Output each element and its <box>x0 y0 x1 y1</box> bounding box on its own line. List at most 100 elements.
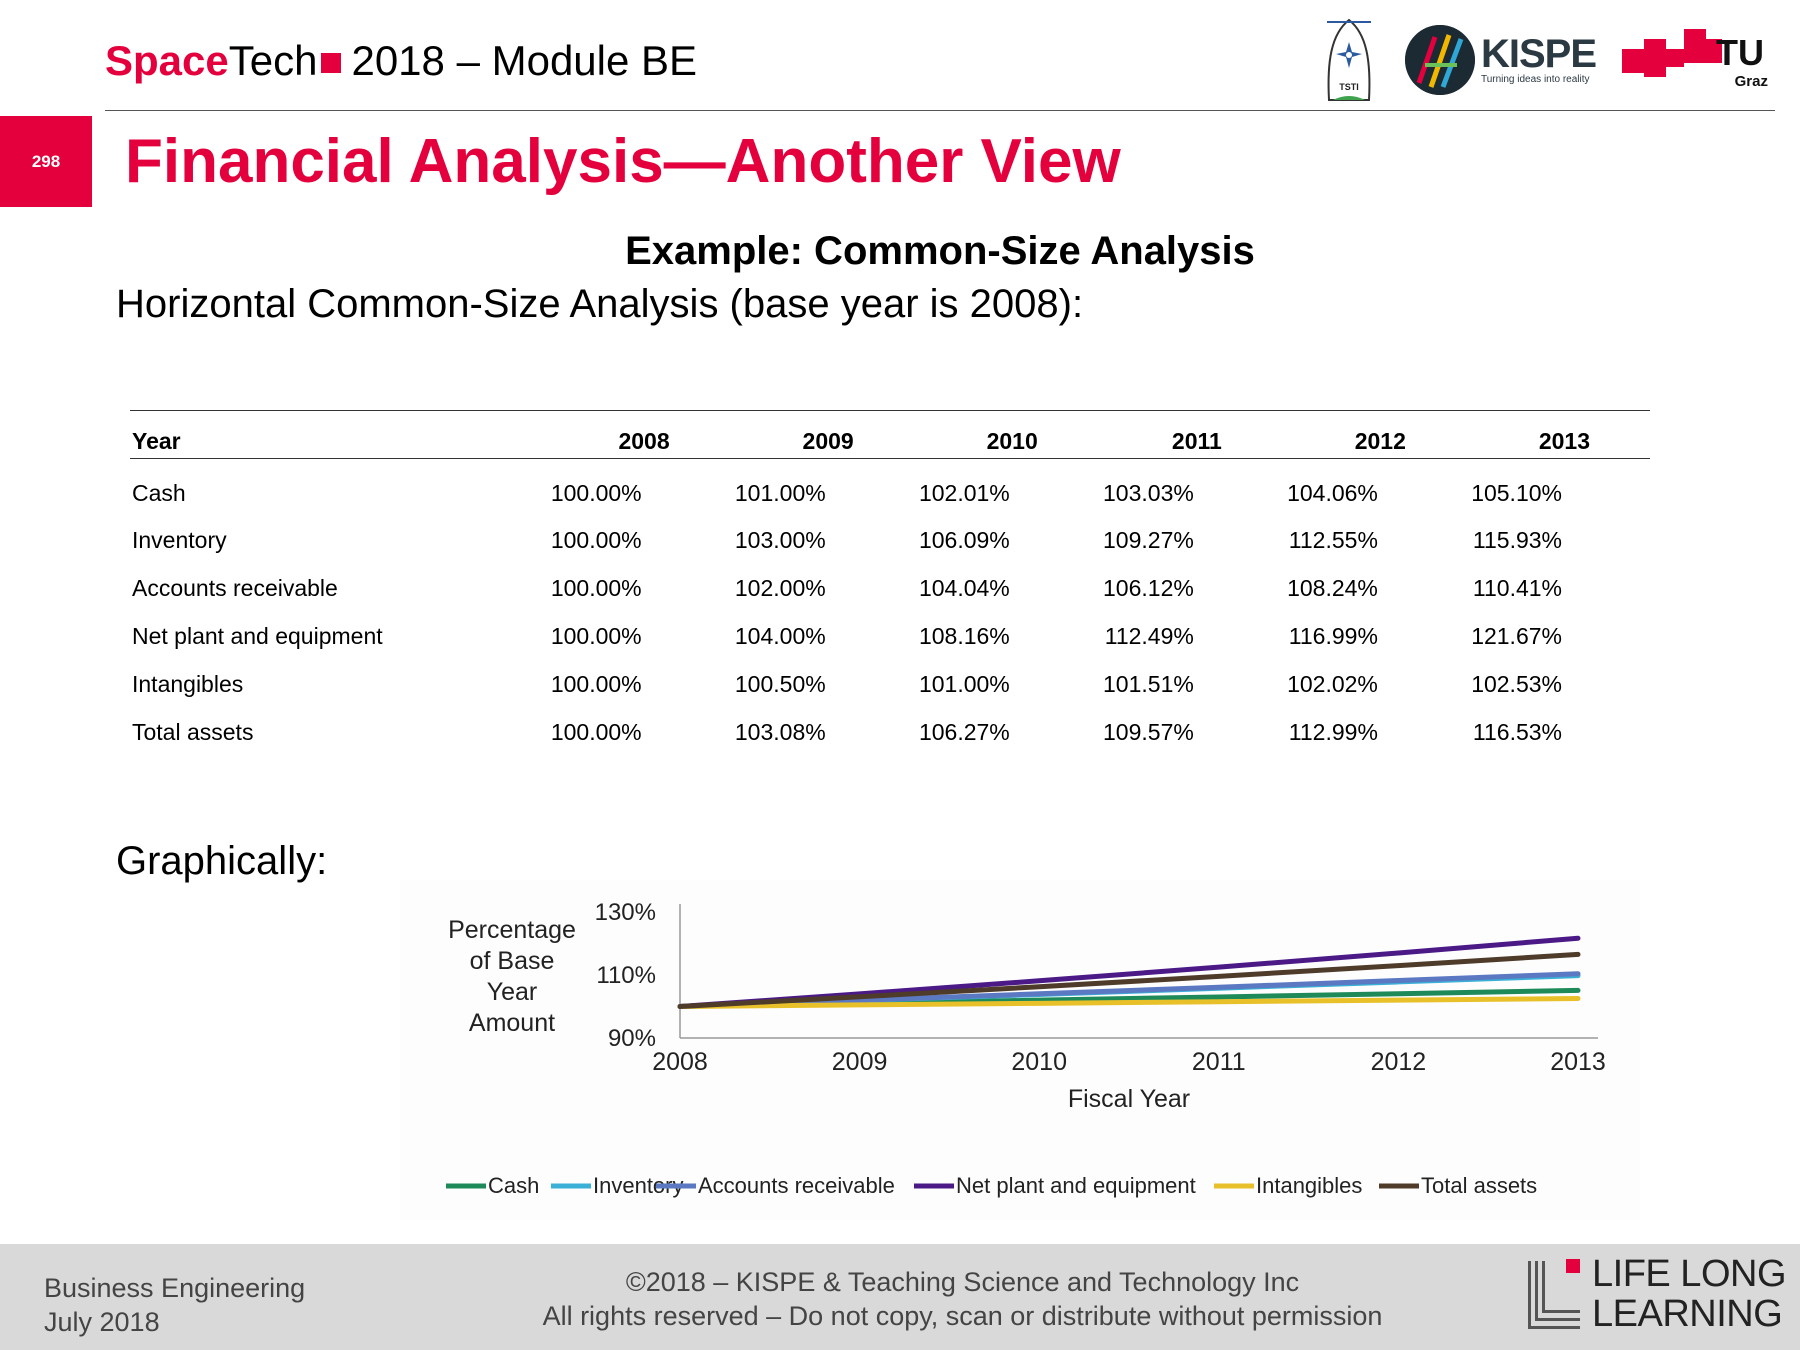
table-cell: 106.09% <box>918 526 1010 553</box>
legend-label: Accounts receivable <box>698 1173 895 1198</box>
table-cell: 116.99% <box>1288 622 1378 649</box>
tugraz-tu: TU <box>1716 32 1764 73</box>
y-tick-label: 130% <box>595 899 656 926</box>
y-axis-label: of Base <box>470 947 555 975</box>
header-brand: SpaceTech 2018 – Module BE <box>105 36 697 86</box>
footer-course: Business Engineering <box>44 1273 306 1303</box>
table-header-row: Year 2008 2009 2010 2011 2012 2013 <box>130 426 1650 459</box>
footer-copyright: ©2018 – KISPE & Teaching Science and Tec… <box>625 1267 1300 1297</box>
lll-line2: LEARNING <box>1592 1293 1783 1335</box>
table-cell: 103.03% <box>1103 479 1194 506</box>
footer-rights: All rights reserved – Do not copy, scan … <box>542 1301 1383 1331</box>
life-long-learning-icon <box>1528 1259 1580 1329</box>
series-line <box>677 951 1581 1009</box>
table-cell: 105.10% <box>1471 479 1562 506</box>
table-top-rule <box>130 410 1650 411</box>
table-cell: 104.06% <box>1287 479 1378 506</box>
table-cell: 108.24% <box>1287 574 1378 601</box>
table-cell: 101.51% <box>1103 670 1194 697</box>
slide-title: Financial Analysis—Another View <box>125 127 1121 196</box>
x-tick-label: 2008 <box>652 1048 708 1076</box>
footer-left: Business Engineering July 2018 <box>44 1271 305 1339</box>
footer: Business Engineering July 2018 ©2018 – K… <box>0 1244 1800 1350</box>
table-cell: 100.00% <box>550 526 642 553</box>
tsti-logo: TSTI <box>1319 12 1379 108</box>
intro-text: Horizontal Common-Size Analysis (base ye… <box>116 282 1084 326</box>
x-tick-label: 2010 <box>1011 1048 1067 1076</box>
legend-label: Cash <box>488 1173 539 1198</box>
x-tick-label: 2009 <box>832 1048 888 1076</box>
footer-date: July 2018 <box>44 1307 160 1337</box>
table-header-cell: 2009 <box>729 426 914 459</box>
x-tick-label: 2013 <box>1550 1048 1606 1076</box>
table-cell: 101.00% <box>734 479 826 506</box>
life-long-learning-logo: LIFE LONG LEARNING <box>1526 1253 1787 1335</box>
kispe-logo: KISPE Turning ideas into reality <box>1404 25 1597 95</box>
kispe-tagline: Turning ideas into reality <box>1480 74 1590 85</box>
table-cell: 112.49% <box>1104 622 1194 649</box>
row-label: Total assets <box>132 718 254 745</box>
legend-label: Net plant and equipment <box>956 1173 1196 1198</box>
slide-subheading: Example: Common-Size Analysis <box>625 229 1255 273</box>
y-tick-label: 90% <box>608 1025 656 1052</box>
y-axis-label: Year <box>487 978 538 1006</box>
table-cell: 104.00% <box>734 622 826 649</box>
table-row: Cash 100.00% 101.00% 102.01% 103.03% 104… <box>130 458 1650 516</box>
table-header-cell: 2013 <box>1465 426 1650 459</box>
common-size-table: Year 2008 2009 2010 2011 2012 2013 Cash … <box>130 426 1650 756</box>
y-axis-label: Amount <box>469 1009 555 1037</box>
kispe-mark-icon <box>1404 25 1475 95</box>
table-cell: 121.67% <box>1471 622 1562 649</box>
footer-center: ©2018 – KISPE & Teaching Science and Tec… <box>0 1265 1800 1333</box>
table-cell: 101.00% <box>918 670 1010 697</box>
legend-label: Total assets <box>1421 1173 1537 1198</box>
table-header-cell: 2011 <box>1097 426 1282 459</box>
row-label: Accounts receivable <box>132 574 338 601</box>
x-tick-label: 2011 <box>1192 1048 1246 1076</box>
common-size-line-chart: 130% 110% 90% Percentage of Base Year Amount 20… <box>400 880 1640 1220</box>
table-header-year: Year <box>130 426 546 459</box>
table-cell: 115.93% <box>1472 526 1562 553</box>
table-row: Accounts receivable 100.00% 102.00% 104.… <box>130 564 1650 612</box>
table-row: Inventory 100.00% 103.00% 106.09% 109.27… <box>130 516 1650 564</box>
brand-tech: Tech <box>228 37 318 84</box>
legend-label: Intangibles <box>1256 1173 1362 1198</box>
kispe-name: KISPE <box>1480 32 1597 76</box>
table-cell: 100.00% <box>550 718 642 745</box>
slide-number: 298 <box>0 116 92 207</box>
tsti-rocket-icon: TSTI <box>1326 18 1371 101</box>
tugraz-logo: TU Graz <box>1622 27 1772 93</box>
table-row: Intangibles 100.00% 100.50% 101.00% 101.… <box>130 660 1650 708</box>
header-logos: TSTI KISPE Turning ideas into reality <box>1319 12 1772 108</box>
table-cell: 109.27% <box>1103 526 1194 553</box>
table-cell: 103.08% <box>734 718 826 745</box>
header-divider <box>105 110 1775 111</box>
row-label: Inventory <box>132 526 227 553</box>
table-cell: 112.99% <box>1288 718 1378 745</box>
table-cell: 100.00% <box>550 479 642 506</box>
x-axis-label: Fiscal Year <box>1068 1085 1190 1113</box>
table-header-cell: 2012 <box>1281 426 1466 459</box>
row-label: Intangibles <box>132 670 244 697</box>
graph-label: Graphically: <box>116 839 328 883</box>
series-line <box>677 971 1581 1009</box>
table-cell: 100.00% <box>550 670 642 697</box>
lll-line1: LIFE LONG <box>1592 1253 1787 1295</box>
table-cell: 112.55% <box>1288 526 1378 553</box>
y-tick-label: 110% <box>596 962 656 989</box>
table-header-cell: 2010 <box>913 426 1098 459</box>
tugraz-graz: Graz <box>1734 73 1768 90</box>
table-cell: 106.12% <box>1103 574 1194 601</box>
x-tick-label: 2012 <box>1371 1048 1427 1076</box>
tugraz-blocks-icon <box>1622 29 1722 77</box>
module-title: 2018 – Module BE <box>351 37 698 84</box>
table-row: Net plant and equipment 100.00% 104.00% … <box>130 612 1650 660</box>
table-cell: 110.41% <box>1472 574 1562 601</box>
table-cell: 108.16% <box>918 622 1010 649</box>
table-cell: 100.00% <box>550 574 642 601</box>
table-cell: 102.01% <box>918 479 1010 506</box>
tsti-logo-text: TSTI <box>1339 82 1359 92</box>
brand-square-icon <box>321 53 342 73</box>
table-cell: 109.57% <box>1103 718 1194 745</box>
table-cell: 103.00% <box>734 526 826 553</box>
